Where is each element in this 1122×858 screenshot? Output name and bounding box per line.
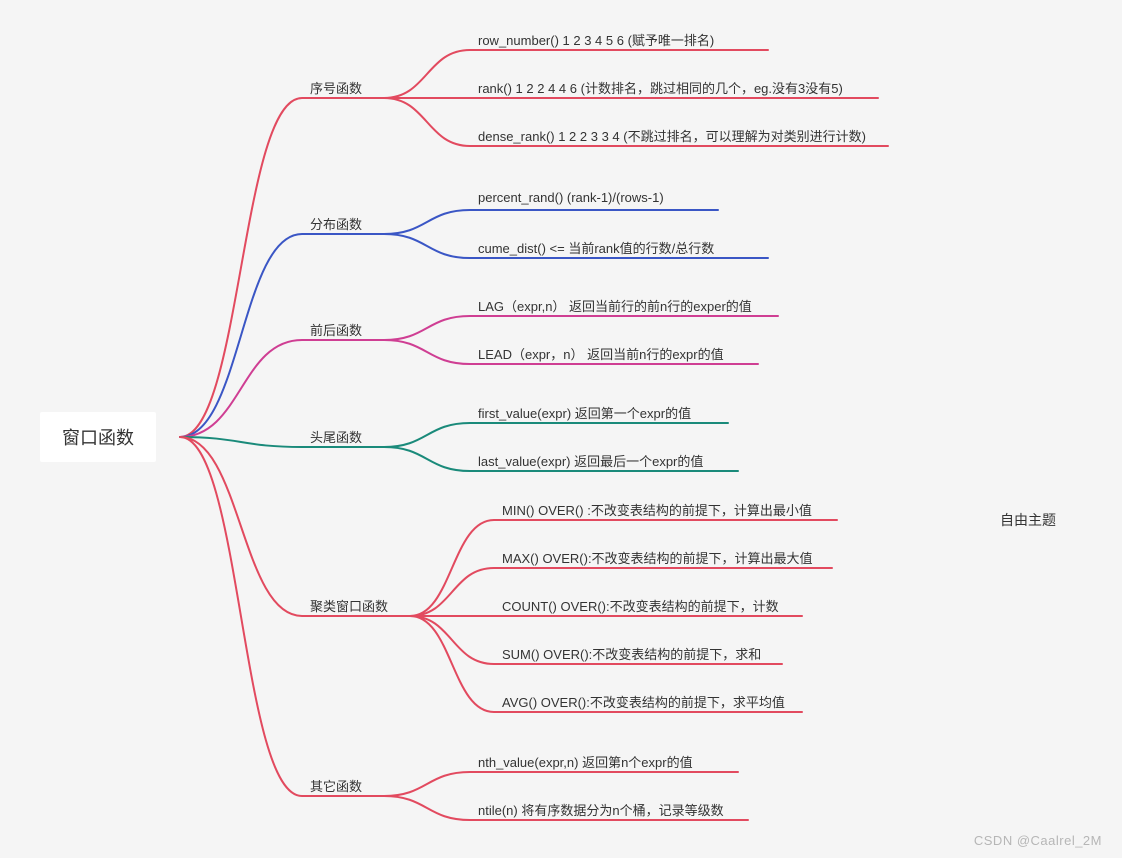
branch-node: 序号函数 bbox=[310, 78, 362, 97]
leaf-node: SUM() OVER():不改变表结构的前提下，求和 bbox=[502, 644, 761, 663]
leaf-node: last_value(expr) 返回最后一个expr的值 bbox=[478, 451, 703, 470]
branch-node: 头尾函数 bbox=[310, 427, 362, 446]
leaf-node: LAG（expr,n） 返回当前行的前n行的exper的值 bbox=[478, 296, 752, 315]
leaf-node: nth_value(expr,n) 返回第n个expr的值 bbox=[478, 752, 693, 771]
leaf-node: first_value(expr) 返回第一个expr的值 bbox=[478, 403, 691, 422]
leaf-node: cume_dist() <= 当前rank值的行数/总行数 bbox=[478, 238, 714, 257]
leaf-node: AVG() OVER():不改变表结构的前提下，求平均值 bbox=[502, 692, 785, 711]
watermark-text: CSDN @Caalrel_2M bbox=[974, 833, 1102, 848]
branch-node: 前后函数 bbox=[310, 320, 362, 339]
leaf-node: MAX() OVER():不改变表结构的前提下，计算出最大值 bbox=[502, 548, 813, 567]
leaf-node: percent_rand() (rank-1)/(rows-1) bbox=[478, 190, 664, 205]
leaf-node: COUNT() OVER():不改变表结构的前提下，计数 bbox=[502, 596, 779, 615]
leaf-node: row_number() 1 2 3 4 5 6 (赋予唯一排名) bbox=[478, 30, 714, 49]
leaf-node: dense_rank() 1 2 2 3 3 4 (不跳过排名，可以理解为对类别… bbox=[478, 126, 866, 145]
branch-node: 其它函数 bbox=[310, 776, 362, 795]
branch-node: 分布函数 bbox=[310, 214, 362, 233]
leaf-node: ntile(n) 将有序数据分为n个桶，记录等级数 bbox=[478, 800, 724, 819]
leaf-node: MIN() OVER() :不改变表结构的前提下，计算出最小值 bbox=[502, 500, 812, 519]
leaf-node: LEAD（expr，n） 返回当前n行的expr的值 bbox=[478, 344, 724, 363]
root-node: 窗口函数 bbox=[40, 412, 156, 462]
leaf-node: rank() 1 2 2 4 4 6 (计数排名，跳过相同的几个，eg.没有3没… bbox=[478, 78, 843, 97]
branch-node: 聚类窗口函数 bbox=[310, 596, 388, 615]
floating-topic: 自由主题 bbox=[1000, 510, 1056, 530]
